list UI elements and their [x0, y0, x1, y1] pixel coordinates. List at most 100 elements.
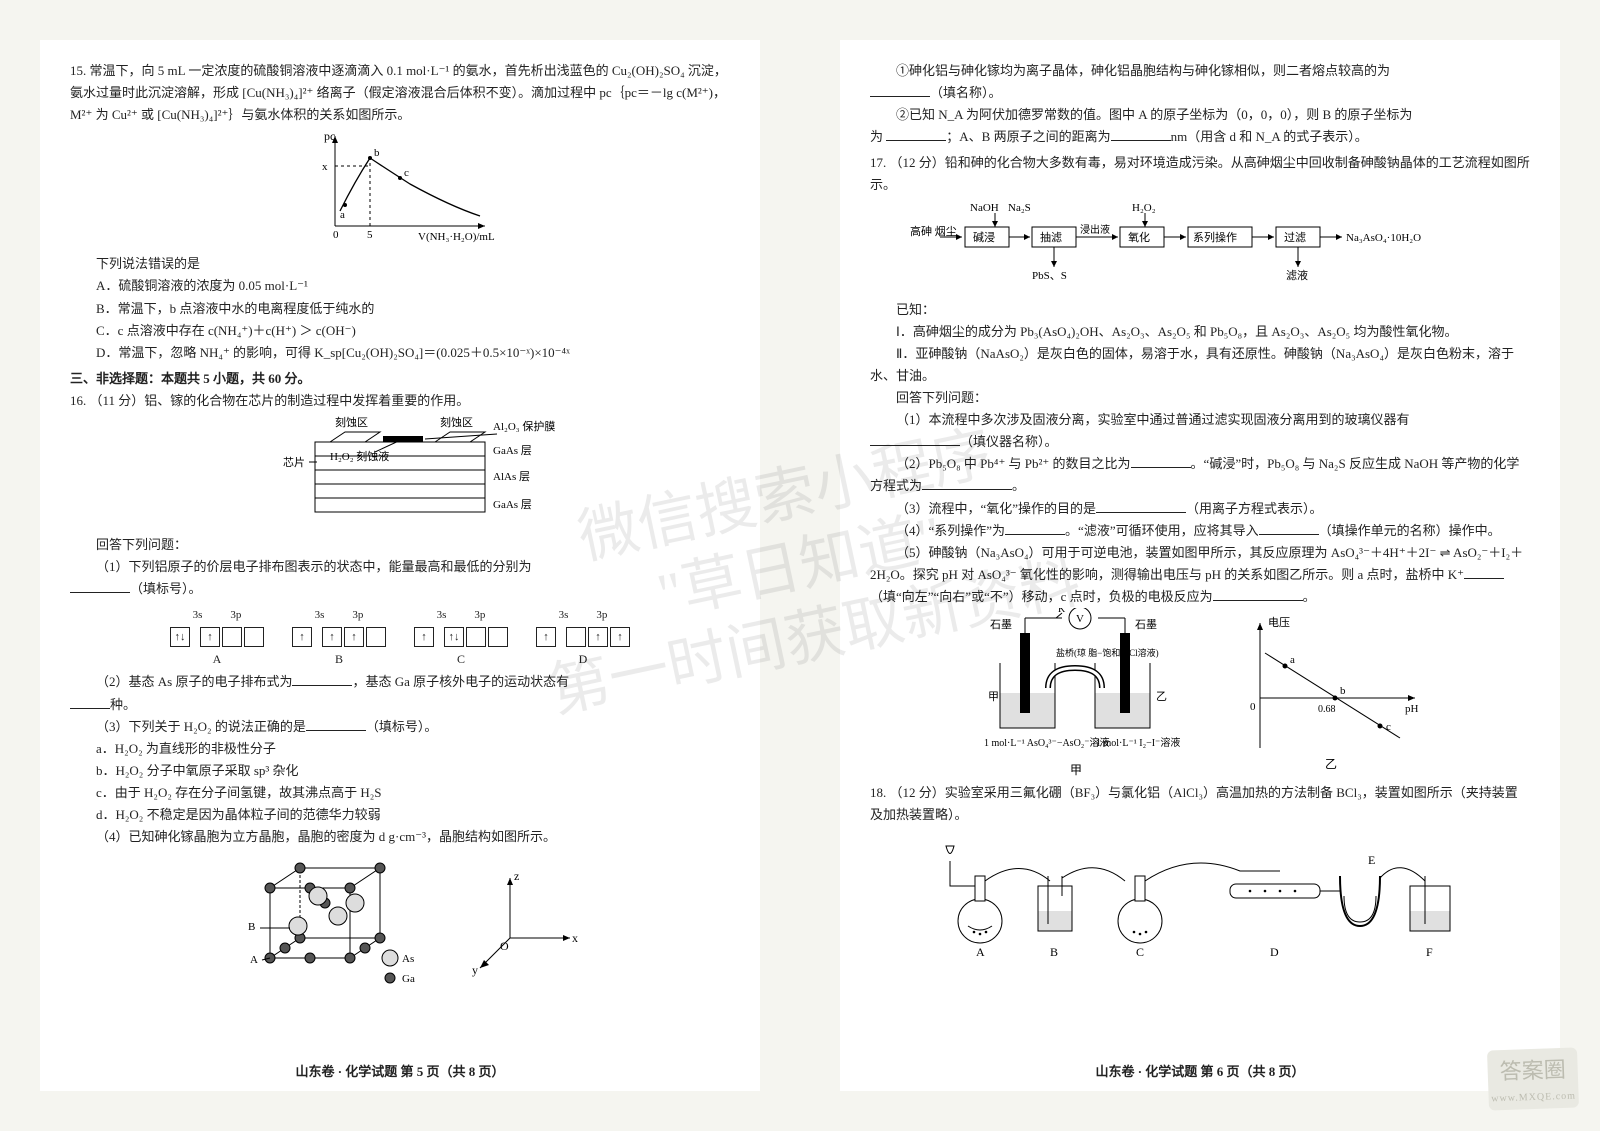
blank[interactable]	[1259, 521, 1319, 535]
svg-text:V: V	[1076, 613, 1084, 625]
svg-text:GaAs 层: GaAs 层	[493, 444, 532, 457]
chip-diagram: 刻蚀区 刻蚀区 H₂O₂ 刻蚀液 Al₂O₃ 保护膜 GaAs 层 AlAs 层…	[70, 412, 730, 534]
q18-num: 18.	[870, 785, 886, 800]
blank[interactable]	[922, 476, 1012, 490]
svg-text:B: B	[1050, 945, 1058, 959]
q15-stem: 常温下，向 5 mL 一定浓度的硫酸铜溶液中逐滴滴入 0.1 mol·L⁻¹ 的…	[70, 63, 727, 122]
svg-text:A: A	[250, 954, 258, 966]
q15-C: C．c 点溶液中存在 c(NH₄⁺)＋c(H⁺) ＞ c(OH⁻)	[70, 320, 730, 342]
orb-B: 3s3p ↑ ↑ ↑ B	[292, 606, 386, 669]
svg-text:Na₂S: Na₂S	[1008, 202, 1031, 214]
blank[interactable]	[1464, 565, 1504, 579]
blank[interactable]	[1096, 499, 1186, 513]
svg-text:0: 0	[333, 229, 339, 241]
svg-text:c: c	[404, 167, 409, 179]
answer-badge: 答案圈 www.MXQE.com	[1487, 1047, 1579, 1110]
svg-text:Al₂O₃ 保护膜: Al₂O₃ 保护膜	[493, 419, 555, 433]
page-5: 15. 常温下，向 5 mL 一定浓度的硫酸铜溶液中逐滴滴入 0.1 mol·L…	[40, 40, 760, 1091]
svg-text:抽滤: 抽滤	[1040, 230, 1062, 244]
svg-text:b: b	[1340, 685, 1346, 697]
orbital-row: 3s3p ↑↓ ↑ A 3s3p ↑ ↑ ↑ B 3s3p ↑	[70, 606, 730, 669]
blank[interactable]	[1005, 521, 1065, 535]
svg-text:浸出液: 浸出液	[1080, 223, 1110, 236]
orb-D: 3s3p ↑ ↑ ↑ D	[536, 606, 630, 669]
svg-text:O: O	[500, 939, 509, 953]
svg-text:电压: 电压	[1268, 616, 1290, 629]
svg-text:刻蚀区: 刻蚀区	[335, 415, 368, 429]
q16-num: 16.	[70, 393, 86, 408]
svg-text:乙: 乙	[1325, 757, 1337, 771]
q18-stem: （12 分）实验室采用三氟化硼（BF₃）与氯化铝（AlCl₃）高温加热的方法制备…	[870, 785, 1518, 822]
blank[interactable]	[1131, 454, 1191, 468]
svg-text:y: y	[472, 963, 478, 977]
svg-text:碱浸: 碱浸	[973, 231, 995, 244]
svg-text:AlAs 层: AlAs 层	[493, 470, 530, 483]
q16-r2: ②已知 N_A 为阿伏加德罗常数的值。图中 A 的原子坐标为（0，0，0），则 …	[870, 104, 1530, 126]
svg-text:PbS、S: PbS、S	[1032, 270, 1067, 282]
svg-text:F: F	[1426, 945, 1433, 959]
blank[interactable]	[870, 83, 930, 97]
svg-text:A: A	[976, 945, 985, 959]
blank[interactable]	[886, 127, 946, 141]
svg-text:Ga: Ga	[402, 973, 415, 985]
svg-text:GaAs 层: GaAs 层	[493, 498, 532, 511]
svg-text:a: a	[1290, 654, 1295, 666]
svg-text:石墨: 石墨	[1135, 618, 1157, 631]
svg-text:芯片: 芯片	[283, 455, 305, 469]
svg-text:氧化: 氧化	[1128, 230, 1150, 244]
q15-lead: 下列说法错误的是	[70, 253, 730, 275]
svg-text:石墨: 石墨	[990, 618, 1012, 631]
footer-left: 山东卷 · 化学试题 第 5 页（共 8 页）	[40, 1061, 760, 1083]
ymark: x	[322, 161, 328, 173]
q16-ans-lead: 回答下列问题：	[70, 534, 730, 556]
svg-text:b: b	[374, 147, 380, 159]
svg-text:乙: 乙	[1156, 690, 1167, 703]
blank[interactable]	[70, 579, 130, 593]
svg-text:滤液: 滤液	[1286, 268, 1308, 282]
svg-text:0.68: 0.68	[1318, 704, 1336, 715]
svg-text:1 mol·L⁻¹ AsO₄³⁻−AsO₂⁻溶液: 1 mol·L⁻¹ AsO₄³⁻−AsO₂⁻溶液	[984, 736, 1110, 749]
svg-text:1 mol·L⁻¹ I₂−I⁻溶液: 1 mol·L⁻¹ I₂−I⁻溶液	[1096, 736, 1180, 749]
ylabel: pc	[324, 129, 335, 143]
q18: 18. （12 分）实验室采用三氟化硼（BF₃）与氯化铝（AlCl₃）高温加热的…	[870, 782, 1530, 826]
q15: 15. 常温下，向 5 mL 一定浓度的硫酸铜溶液中逐滴滴入 0.1 mol·L…	[70, 60, 730, 126]
svg-text:D: D	[1270, 945, 1279, 959]
svg-text:Na₃AsO₄·10H₂O: Na₃AsO₄·10H₂O	[1346, 232, 1421, 244]
orb-A: 3s3p ↑↓ ↑ A	[170, 606, 264, 669]
xtick: 5	[367, 229, 373, 241]
svg-text:H₂O₂: H₂O₂	[1132, 202, 1156, 214]
q16-p1: （1）下列铝原子的价层电子排布图表示的状态中，能量最高和最低的分别为	[70, 556, 730, 578]
xlabel: V(NH₃·H₂O)/mL	[418, 231, 495, 243]
svg-text:甲: 甲	[1070, 763, 1082, 777]
q15-graph: pc V(NH₃·H₂O)/mL 5 0 x a b c	[70, 126, 730, 253]
q16-stem: （11 分）铝、镓的化合物在芯片的制造过程中发挥着重要的作用。	[90, 393, 470, 408]
svg-text:过滤: 过滤	[1284, 231, 1306, 244]
blank[interactable]	[870, 432, 960, 446]
svg-text:B: B	[248, 921, 255, 933]
q15-D: D．常温下，忽略 NH₄⁺ 的影响，可得 K_sp[Cu₂(OH)₂SO₄]＝(…	[70, 342, 730, 364]
svg-text:z: z	[514, 869, 519, 883]
page-6: ①砷化铝与砷化镓均为离子晶体，砷化铝晶胞结构与砷化镓相似，则二者熔点较高的为 （…	[840, 40, 1560, 1091]
blank[interactable]	[306, 717, 366, 731]
q17-devices: 石墨 石墨 V K 盐桥(琼 脂−饱和 KCl溶液) 甲 乙 1 mol·L⁻¹…	[870, 608, 1530, 778]
svg-text:高砷 烟尘: 高砷 烟尘	[910, 224, 957, 238]
q16-r1: ①砷化铝与砷化镓均为离子晶体，砷化铝晶胞结构与砷化镓相似，则二者熔点较高的为	[870, 60, 1530, 82]
svg-text:盐桥(琼 脂−饱和 KCl溶液): 盐桥(琼 脂−饱和 KCl溶液)	[1056, 647, 1159, 658]
svg-text:H₂O₂ 刻蚀液: H₂O₂ 刻蚀液	[330, 449, 389, 463]
q18-apparatus: A B C D E	[870, 826, 1530, 973]
orb-C: 3s3p ↑ ↑↓ C	[414, 606, 508, 669]
svg-text:a: a	[340, 209, 345, 221]
svg-text:x: x	[572, 931, 578, 945]
blank[interactable]	[70, 695, 110, 709]
svg-text:pH: pH	[1405, 703, 1419, 715]
blank[interactable]	[292, 672, 352, 686]
svg-text:NaOH: NaOH	[970, 202, 999, 214]
blank[interactable]	[1111, 127, 1171, 141]
q15-B: B．常温下，b 点溶液中水的电离程度低于纯水的	[70, 298, 730, 320]
crystal-and-axes: A B As Ga x z y O	[70, 848, 730, 998]
svg-text:C: C	[1136, 945, 1144, 959]
blank[interactable]	[1213, 587, 1303, 601]
q16-p4: （4）已知砷化镓晶胞为立方晶胞，晶胞的密度为 d g·cm⁻³，晶胞结构如图所示…	[70, 826, 730, 848]
q15-A: A．硫酸铜溶液的浓度为 0.05 mol·L⁻¹	[70, 275, 730, 297]
svg-text:c: c	[1386, 721, 1391, 733]
